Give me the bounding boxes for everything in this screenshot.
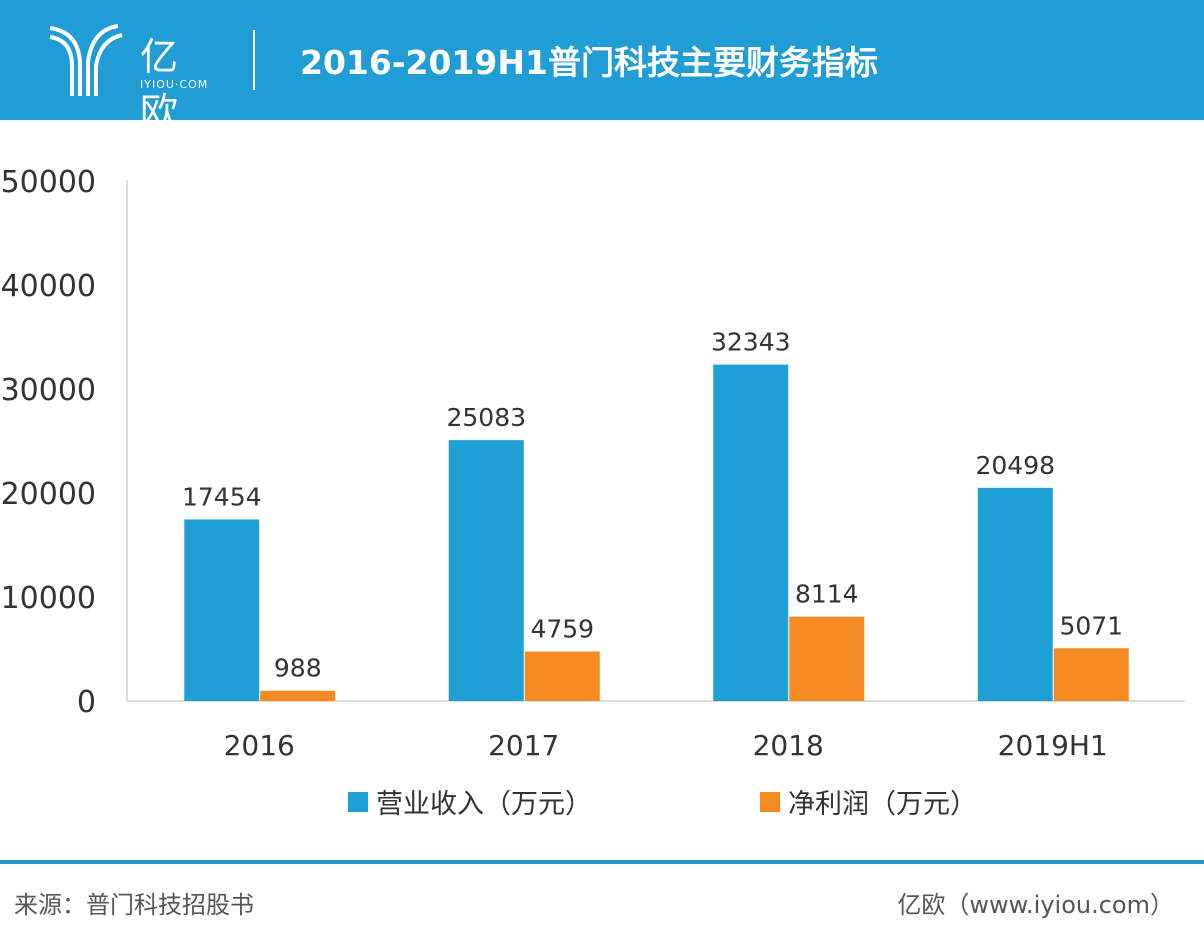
chart-title: 2016-2019H1普门科技主要财务指标 xyxy=(300,43,878,82)
logo-y-icon xyxy=(49,24,123,96)
x-tick-label: 2017 xyxy=(488,729,559,760)
y-tick-label: 30000 xyxy=(1,373,96,408)
bar-revenue xyxy=(184,519,260,701)
legend-swatch-revenue xyxy=(348,791,368,812)
legend-item-profit: 净利润（万元） xyxy=(760,782,977,821)
x-tick-label: 2019H1 xyxy=(998,729,1108,760)
data-label: 32343 xyxy=(711,328,791,357)
source-note: 来源：普门科技招股书 xyxy=(14,891,254,919)
legend-label: 净利润（万元） xyxy=(788,789,977,820)
credit-note: 亿欧（www.iyiou.com） xyxy=(897,891,1174,919)
legend-label: 营业收入（万元） xyxy=(376,789,592,820)
bar-profit xyxy=(789,616,865,701)
data-label: 25083 xyxy=(446,403,526,432)
legend-item-revenue: 营业收入（万元） xyxy=(348,782,592,821)
data-label: 17454 xyxy=(182,482,262,511)
footer-rule xyxy=(0,860,1204,864)
data-label: 8114 xyxy=(795,580,859,609)
y-tick-label: 0 xyxy=(77,685,96,720)
bar-profit xyxy=(524,651,600,701)
bar-profit xyxy=(1053,648,1129,701)
logo-subtext: IYIOU·COM xyxy=(140,78,209,91)
header-banner: 亿欧 IYIOU·COM 2016-2019H1普门科技主要财务指标 xyxy=(0,0,1204,134)
header-divider xyxy=(253,30,255,90)
iyiou-logo: 亿欧 IYIOU·COM xyxy=(48,22,218,134)
bar-revenue xyxy=(448,440,524,701)
bar-revenue xyxy=(977,487,1053,701)
x-tick-label: 2018 xyxy=(753,729,824,760)
legend-swatch-profit xyxy=(760,791,780,812)
bar-revenue xyxy=(713,364,789,701)
bar-profit xyxy=(260,690,336,701)
logo-text: 亿欧 xyxy=(140,35,181,134)
data-label: 988 xyxy=(274,654,322,683)
data-label: 20498 xyxy=(975,451,1055,480)
y-tick-label: 10000 xyxy=(1,581,96,616)
data-label: 5071 xyxy=(1059,611,1123,640)
legend: 营业收入（万元） 净利润（万元） xyxy=(0,782,1204,822)
x-tick-label: 2016 xyxy=(224,729,295,760)
y-tick-label: 50000 xyxy=(1,165,96,200)
bar-chart: 0 10000 20000 30000 40000 50000 17454 988 25083… xyxy=(1,165,1185,760)
y-tick-label: 20000 xyxy=(1,477,96,512)
y-tick-label: 40000 xyxy=(1,269,96,304)
data-label: 4759 xyxy=(530,615,594,644)
